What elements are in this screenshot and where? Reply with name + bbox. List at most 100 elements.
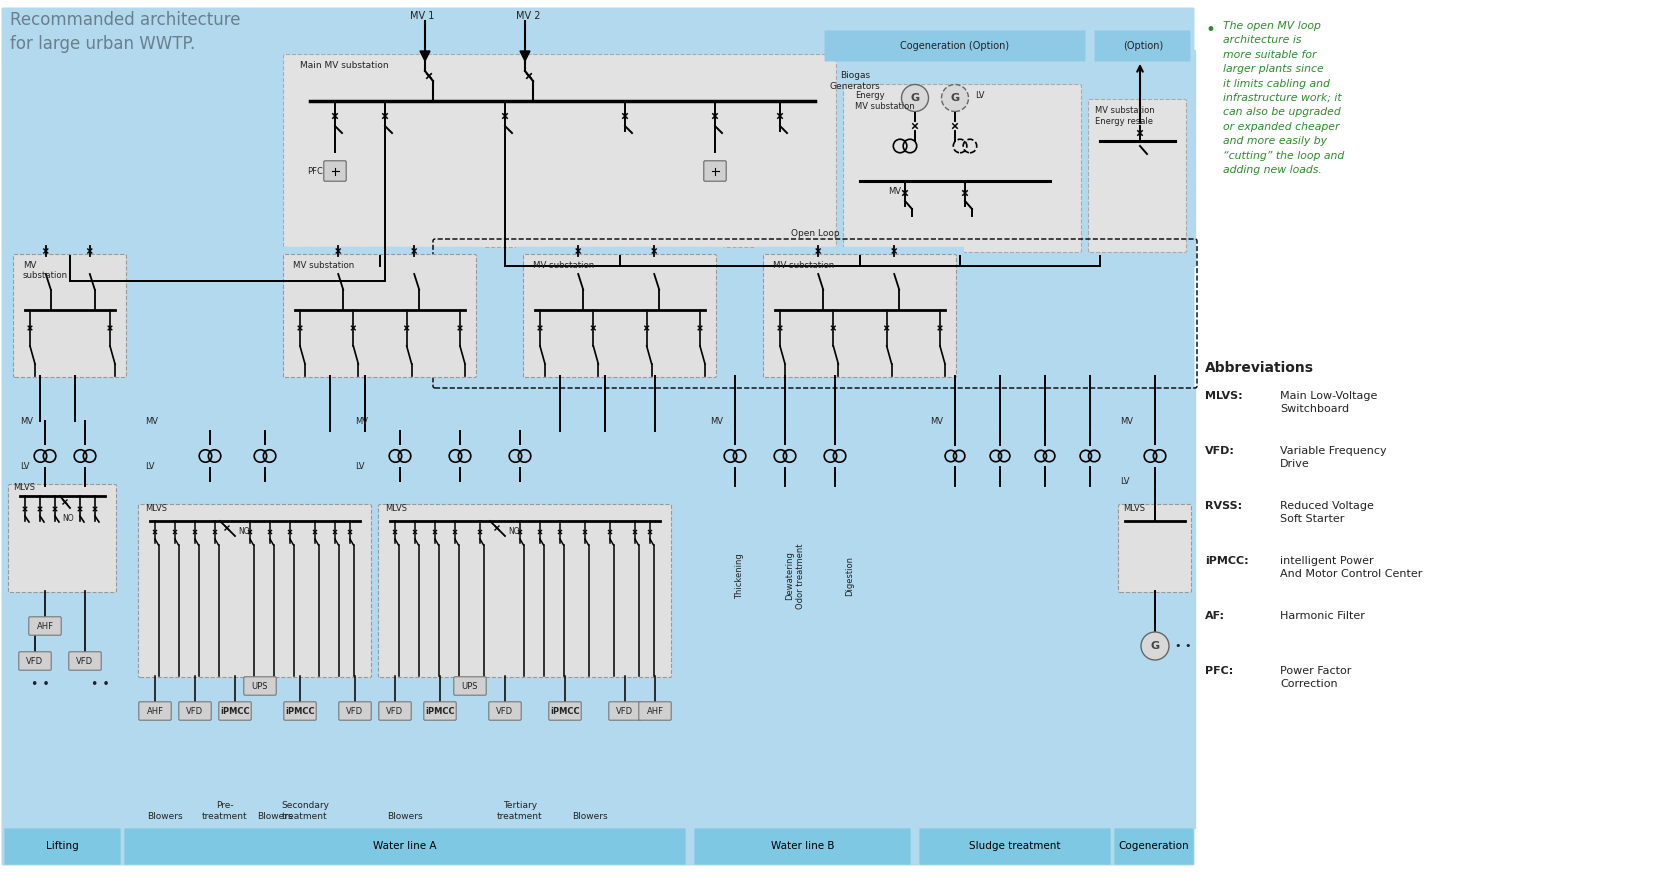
Text: UPS: UPS [461,682,478,691]
Text: NO: NO [239,527,249,536]
Text: Sludge treatment: Sludge treatment [969,841,1060,851]
Text: G: G [910,93,920,103]
Circle shape [942,84,969,111]
FancyBboxPatch shape [244,676,276,695]
Text: VFD: VFD [77,657,94,666]
Text: VFD: VFD [386,707,404,716]
Text: MLVS: MLVS [13,483,35,492]
Text: VFD: VFD [346,707,364,716]
Text: Blowers: Blowers [387,812,423,821]
Text: G: G [950,93,960,103]
FancyBboxPatch shape [379,504,671,677]
Text: MLVS: MLVS [386,504,407,513]
FancyBboxPatch shape [28,616,62,635]
Text: Digestion: Digestion [845,556,855,596]
FancyBboxPatch shape [489,702,521,720]
Text: PFC: PFC [307,167,324,176]
Text: • •: • • [30,677,50,691]
Text: • •: • • [1176,641,1191,651]
Text: iPMCC: iPMCC [549,707,579,716]
Text: Energy
MV substation: Energy MV substation [855,91,915,111]
FancyBboxPatch shape [139,702,172,720]
Polygon shape [519,51,529,61]
Text: PFC:: PFC: [1206,666,1232,676]
FancyBboxPatch shape [259,20,862,268]
FancyBboxPatch shape [920,829,1111,865]
FancyBboxPatch shape [13,254,127,377]
Text: MLVS: MLVS [145,504,167,513]
FancyBboxPatch shape [3,387,127,829]
FancyBboxPatch shape [5,829,120,865]
Circle shape [1141,632,1169,660]
FancyBboxPatch shape [5,246,134,385]
Text: MV substation: MV substation [773,261,835,270]
FancyBboxPatch shape [843,84,1082,253]
FancyBboxPatch shape [516,246,725,385]
FancyBboxPatch shape [124,829,686,865]
FancyBboxPatch shape [1094,30,1191,62]
FancyBboxPatch shape [179,702,210,720]
FancyBboxPatch shape [828,50,1091,267]
Text: •: • [1206,21,1214,39]
Text: NO: NO [62,514,73,523]
FancyBboxPatch shape [129,387,691,829]
FancyBboxPatch shape [68,651,102,670]
Text: Secondary
treatment: Secondary treatment [281,801,329,821]
FancyBboxPatch shape [339,702,371,720]
Text: MV substation
Energy resale: MV substation Energy resale [1096,106,1154,126]
Text: MV
substation: MV substation [23,261,68,280]
Text: VFD: VFD [496,707,514,716]
Text: LV: LV [1121,477,1129,486]
Text: Harmonic Filter: Harmonic Filter [1279,611,1364,621]
Text: VFD: VFD [27,657,43,666]
Text: VFD:: VFD: [1206,446,1234,456]
Text: Power Factor
Correction: Power Factor Correction [1279,666,1351,689]
Text: AHF: AHF [147,707,164,716]
FancyBboxPatch shape [763,254,957,377]
Text: Open Loop: Open Loop [790,229,840,238]
Text: RVSS:: RVSS: [1206,501,1242,511]
FancyBboxPatch shape [284,55,837,247]
Text: Blowers: Blowers [257,812,292,821]
Text: MV: MV [710,417,723,426]
Text: MV: MV [930,417,944,426]
FancyBboxPatch shape [18,651,52,670]
FancyBboxPatch shape [610,702,641,720]
Text: Lifting: Lifting [47,841,78,851]
Text: LV: LV [20,461,30,470]
Text: Blowers: Blowers [573,812,608,821]
FancyBboxPatch shape [549,702,581,720]
FancyBboxPatch shape [324,160,346,181]
Text: Cogeneration (Option): Cogeneration (Option) [900,41,1010,51]
FancyBboxPatch shape [640,702,671,720]
Text: MV: MV [145,417,159,426]
Text: MV: MV [888,187,902,196]
Text: iPMCC:: iPMCC: [1206,556,1249,566]
FancyBboxPatch shape [276,246,484,385]
FancyBboxPatch shape [219,702,250,720]
Text: MLVS: MLVS [1122,504,1146,513]
Text: Thickening: Thickening [735,553,745,599]
FancyBboxPatch shape [1119,504,1191,592]
Text: • •: • • [90,677,109,691]
FancyBboxPatch shape [379,702,411,720]
Text: VFD: VFD [616,707,633,716]
Text: MV: MV [356,417,367,426]
Text: Main MV substation: Main MV substation [301,61,389,70]
Text: UPS: UPS [252,682,269,691]
Polygon shape [419,51,429,61]
Text: VFD: VFD [187,707,204,716]
Text: AF:: AF: [1206,611,1226,621]
FancyBboxPatch shape [8,485,117,592]
Text: Pre-
treatment: Pre- treatment [202,801,247,821]
Text: iPMCC: iPMCC [220,707,250,716]
FancyBboxPatch shape [698,387,912,829]
FancyBboxPatch shape [284,254,476,377]
Circle shape [902,84,929,111]
Text: (Option): (Option) [1122,41,1162,51]
FancyBboxPatch shape [454,676,486,695]
Text: G: G [1151,641,1159,651]
FancyBboxPatch shape [523,254,716,377]
FancyBboxPatch shape [919,387,1111,829]
FancyBboxPatch shape [695,829,910,865]
